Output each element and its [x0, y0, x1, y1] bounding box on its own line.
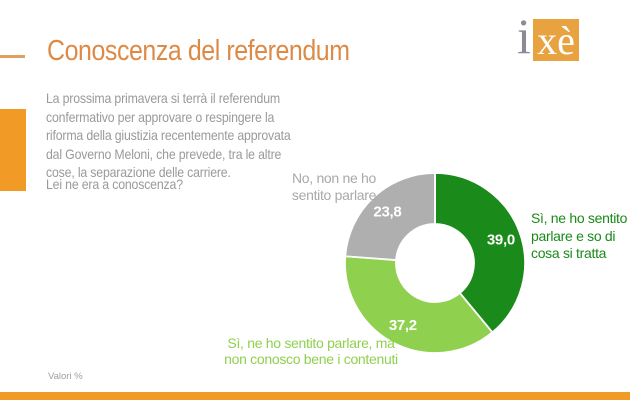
donut-segment [434, 172, 526, 334]
title-accent-dash [0, 55, 25, 58]
chart-label-no-awareness: No, non ne ho sentito parlare [291, 170, 377, 203]
chart-label-yes-informed: Sì, ne ho sentito parlare e so di cosa s… [531, 210, 628, 261]
slice-value-label: 39,0 [487, 231, 515, 248]
intro-paragraph: La prossima primavera si terrà il refere… [46, 90, 291, 181]
values-unit-note: Valori % [48, 371, 83, 382]
donut-chart: 39,0 37,2 23,8 [344, 172, 526, 354]
ixe-logo: i xè [515, 8, 595, 66]
ixe-logo-box: xè [533, 18, 579, 63]
chart-label-yes-partial: Sì, ne ho sentito parlare, ma non conosc… [224, 335, 398, 367]
donut-segment [344, 255, 494, 354]
donut-segment [344, 172, 436, 262]
bottom-accent-bar [0, 392, 630, 400]
survey-question: Lei ne era a conoscenza? [46, 176, 183, 192]
slice-value-label: 37,2 [389, 317, 417, 334]
ixe-logo-letters-xe: xè [537, 18, 575, 63]
page-title: Conoscenza del referendum [47, 35, 350, 67]
ixe-logo-letter-i: i [517, 8, 531, 64]
left-accent-bar [0, 109, 26, 191]
slice-value-label: 23,8 [373, 204, 401, 221]
